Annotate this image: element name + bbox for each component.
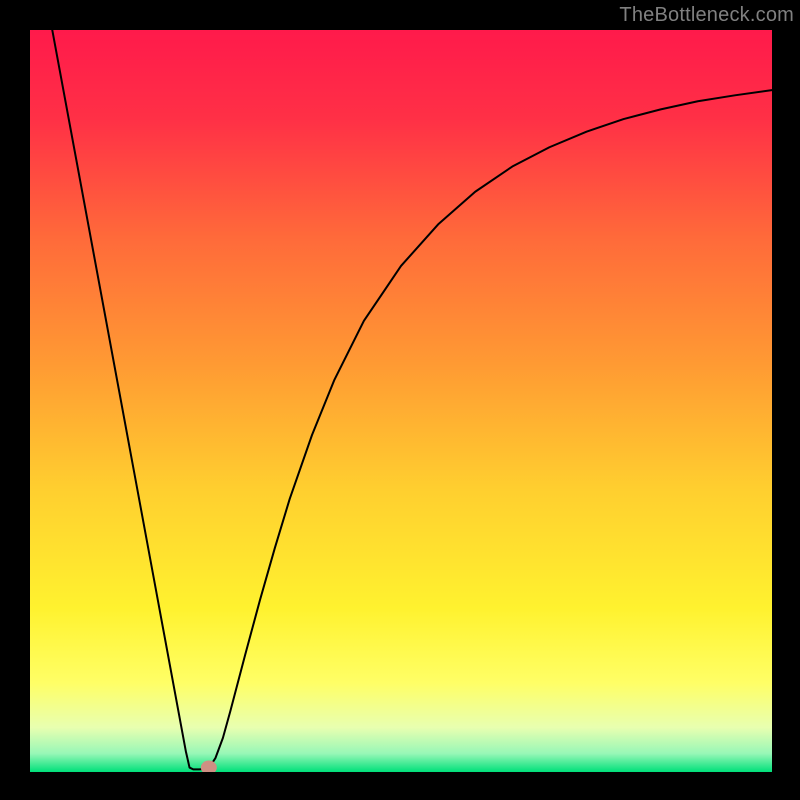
chart-frame: TheBottleneck.com <box>0 0 800 800</box>
watermark-text: TheBottleneck.com <box>619 4 794 27</box>
plot-area <box>30 30 772 772</box>
chart-background-gradient <box>30 30 772 772</box>
chart-svg <box>30 30 772 772</box>
